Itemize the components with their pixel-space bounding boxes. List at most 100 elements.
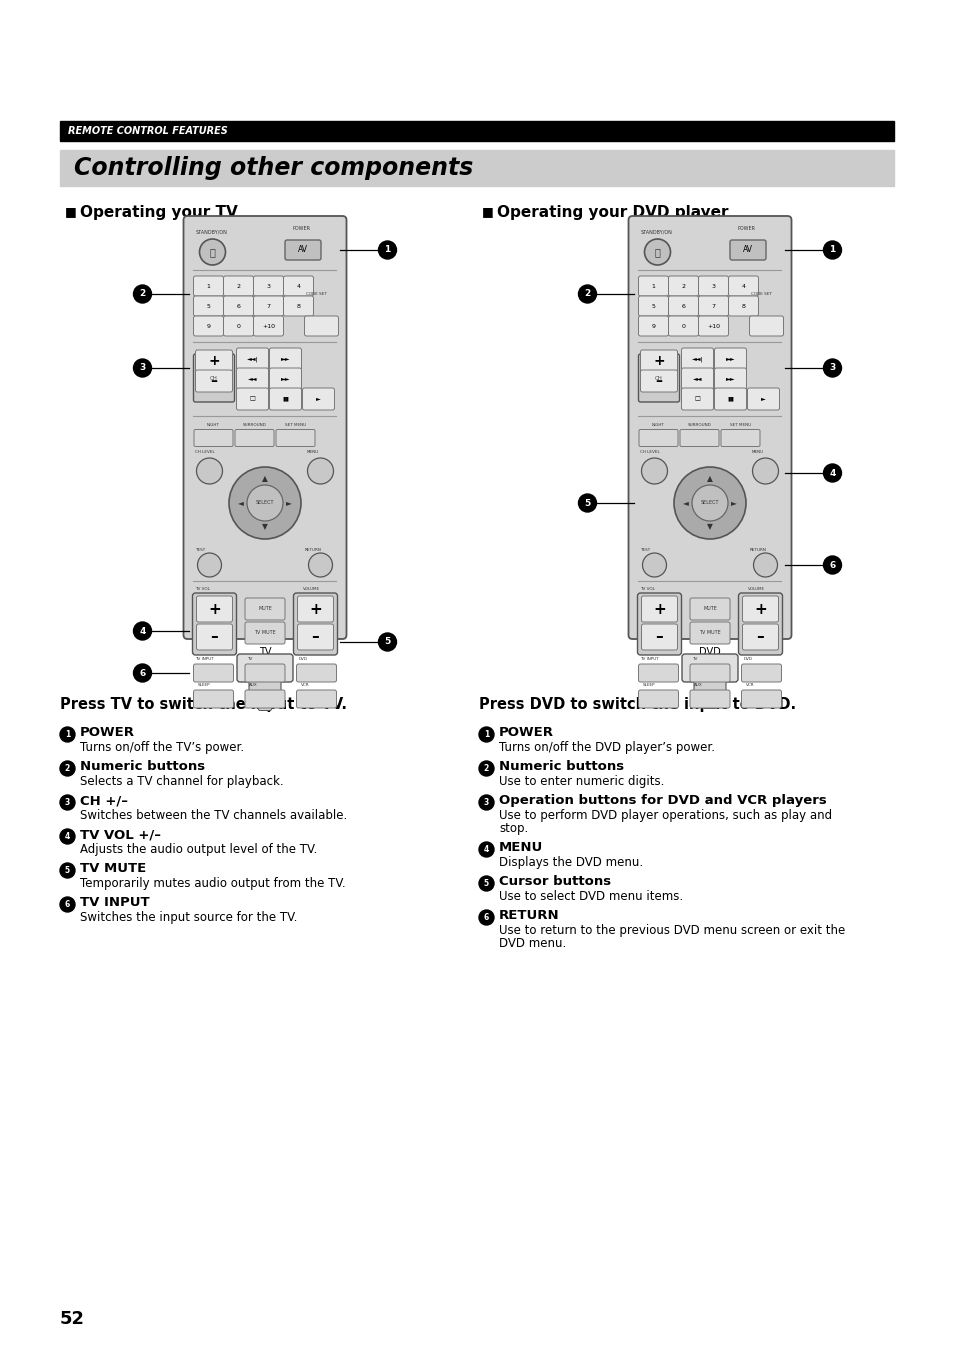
FancyBboxPatch shape (245, 690, 285, 708)
Text: +: + (653, 601, 665, 616)
FancyBboxPatch shape (236, 654, 293, 682)
FancyBboxPatch shape (679, 430, 719, 446)
Text: POWER: POWER (498, 725, 554, 739)
Text: Switches the input source for the TV.: Switches the input source for the TV. (80, 911, 297, 924)
Text: DVD: DVD (699, 647, 720, 657)
FancyBboxPatch shape (183, 216, 346, 639)
Text: 4: 4 (740, 284, 744, 289)
FancyBboxPatch shape (714, 367, 745, 390)
FancyBboxPatch shape (195, 350, 233, 372)
FancyBboxPatch shape (269, 388, 301, 409)
Text: Controlling other components: Controlling other components (74, 155, 473, 180)
FancyBboxPatch shape (236, 388, 268, 409)
Text: +: + (653, 354, 664, 367)
Circle shape (478, 761, 494, 775)
Text: Adjusts the audio output level of the TV.: Adjusts the audio output level of the TV… (80, 843, 317, 857)
Text: ▼: ▼ (262, 523, 268, 531)
FancyBboxPatch shape (729, 240, 765, 259)
Text: ■: ■ (481, 205, 494, 218)
Text: DVD: DVD (298, 657, 307, 661)
FancyBboxPatch shape (638, 354, 679, 403)
Circle shape (478, 875, 494, 892)
Text: STANDBY/ON: STANDBY/ON (639, 230, 672, 234)
Text: ◄◄: ◄◄ (692, 377, 701, 381)
Text: 2: 2 (65, 765, 71, 773)
Text: TV VOL: TV VOL (639, 586, 655, 590)
Text: MUTE: MUTE (702, 607, 717, 612)
FancyBboxPatch shape (689, 663, 729, 682)
Text: 1: 1 (65, 730, 71, 739)
FancyBboxPatch shape (640, 624, 677, 650)
Text: 3: 3 (711, 284, 715, 289)
Text: 2: 2 (236, 284, 240, 289)
Circle shape (133, 663, 152, 682)
Circle shape (229, 467, 301, 539)
Text: 0: 0 (236, 323, 240, 328)
FancyBboxPatch shape (638, 316, 668, 336)
FancyBboxPatch shape (285, 240, 320, 259)
Text: ⏻: ⏻ (654, 247, 659, 257)
FancyBboxPatch shape (680, 367, 713, 390)
Text: +: + (208, 354, 219, 367)
Text: SLEEP: SLEEP (641, 684, 655, 688)
FancyBboxPatch shape (258, 693, 272, 711)
Text: SLEEP: SLEEP (197, 684, 210, 688)
Text: CODE SET: CODE SET (306, 292, 327, 296)
Text: 5: 5 (207, 304, 211, 308)
FancyBboxPatch shape (749, 316, 782, 336)
FancyBboxPatch shape (689, 621, 729, 644)
Text: 9: 9 (651, 323, 655, 328)
Text: SELECT: SELECT (255, 500, 274, 505)
Circle shape (478, 842, 494, 857)
Text: TV MUTE: TV MUTE (253, 631, 275, 635)
Bar (60, 122, 893, 141)
FancyBboxPatch shape (297, 596, 334, 621)
FancyBboxPatch shape (253, 276, 283, 296)
Text: 2: 2 (483, 765, 489, 773)
Circle shape (478, 911, 494, 925)
Text: 1: 1 (828, 246, 835, 254)
Text: DVD: DVD (742, 657, 752, 661)
Circle shape (691, 485, 727, 521)
FancyBboxPatch shape (223, 296, 253, 316)
Text: VOLUME: VOLUME (747, 586, 763, 590)
Text: TEST: TEST (639, 549, 650, 553)
Text: ◄: ◄ (682, 499, 688, 508)
Text: 1: 1 (207, 284, 211, 289)
Text: SURROUND: SURROUND (687, 423, 711, 427)
Text: CH: CH (210, 376, 217, 381)
Text: –: – (312, 630, 319, 644)
FancyBboxPatch shape (193, 663, 233, 682)
Text: 6: 6 (680, 304, 684, 308)
Text: 7: 7 (266, 304, 271, 308)
FancyBboxPatch shape (638, 276, 668, 296)
Text: 3: 3 (828, 363, 835, 373)
Circle shape (307, 458, 334, 484)
Text: SELECT: SELECT (700, 500, 719, 505)
Text: 7: 7 (711, 304, 715, 308)
FancyBboxPatch shape (741, 596, 778, 621)
Text: ⏻: ⏻ (210, 247, 215, 257)
Text: ◄◄: ◄◄ (248, 377, 257, 381)
FancyBboxPatch shape (638, 663, 678, 682)
Circle shape (641, 553, 666, 577)
Text: CH +/–: CH +/– (80, 794, 128, 807)
Text: 8: 8 (740, 304, 744, 308)
Text: Selects a TV channel for playback.: Selects a TV channel for playback. (80, 775, 283, 788)
Text: TV MUTE: TV MUTE (80, 862, 146, 875)
Text: RETURN: RETURN (749, 549, 765, 553)
FancyBboxPatch shape (193, 593, 236, 655)
Text: +10: +10 (262, 323, 274, 328)
FancyBboxPatch shape (304, 316, 338, 336)
FancyBboxPatch shape (668, 276, 698, 296)
Circle shape (822, 359, 841, 377)
FancyBboxPatch shape (269, 349, 301, 370)
Text: 1: 1 (651, 284, 655, 289)
FancyBboxPatch shape (196, 624, 233, 650)
Text: Press TV to switch the input to TV.: Press TV to switch the input to TV. (60, 697, 347, 712)
Text: CH LEVEL: CH LEVEL (195, 450, 215, 454)
Text: Switches between the TV channels available.: Switches between the TV channels availab… (80, 809, 347, 821)
Text: SURROUND: SURROUND (242, 423, 266, 427)
Circle shape (578, 494, 596, 512)
Circle shape (640, 458, 667, 484)
